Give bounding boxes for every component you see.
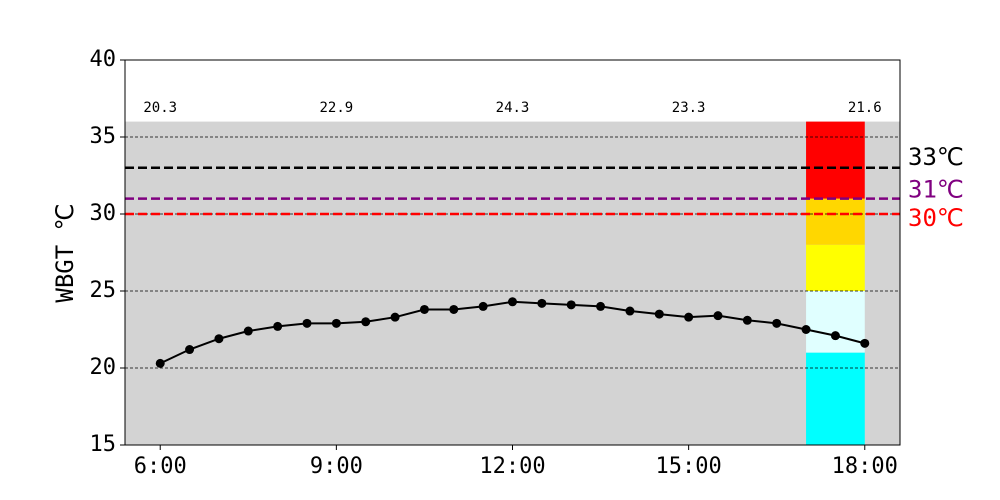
risk-band [806,121,865,199]
point [596,301,606,311]
y-tick-label: 25 [90,278,117,303]
point [449,304,459,314]
point [273,321,283,331]
y-tick-label: 30 [90,201,117,226]
threshold-label: 30℃ [908,204,964,232]
risk-band [806,198,865,245]
point [801,325,811,334]
y-tick-label: 20 [90,355,117,380]
value-label: 21.6 [848,100,882,116]
shade [125,121,900,445]
point [243,326,253,336]
point [537,298,547,308]
point [684,312,694,322]
value-label: 23.3 [672,100,706,116]
point [331,318,341,328]
point [830,331,840,341]
risk-band [806,291,865,353]
threshold-label: 31℃ [908,176,964,204]
y-tick-label: 35 [90,124,117,149]
point [772,318,782,328]
x-tick-label: 6:00 [134,454,187,479]
value-label: 20.3 [143,100,177,116]
x-tick-label: 12:00 [479,454,545,479]
point [155,358,165,368]
point [302,318,312,328]
x-tick-label: 18:00 [832,454,898,479]
risk-band [806,352,865,445]
value-label: 24.3 [496,100,530,116]
point [478,301,488,311]
point [390,312,400,322]
point [742,315,752,325]
y-tick-label: 40 [90,47,117,72]
x-tick-label: 9:00 [310,454,363,479]
point [566,300,576,310]
value-label: 22.9 [320,100,354,116]
point [860,338,870,348]
threshold-label: 33℃ [908,143,964,171]
y-tick-label: 15 [90,432,117,457]
point [185,345,195,355]
point [214,334,224,344]
point [654,309,664,319]
risk-band [806,244,865,291]
y-axis-label: WBGT ℃ [51,203,79,302]
point [625,306,635,316]
point [508,297,517,307]
x-tick-label: 15:00 [656,454,722,479]
point [713,311,723,321]
point [361,317,371,327]
point [419,304,429,314]
